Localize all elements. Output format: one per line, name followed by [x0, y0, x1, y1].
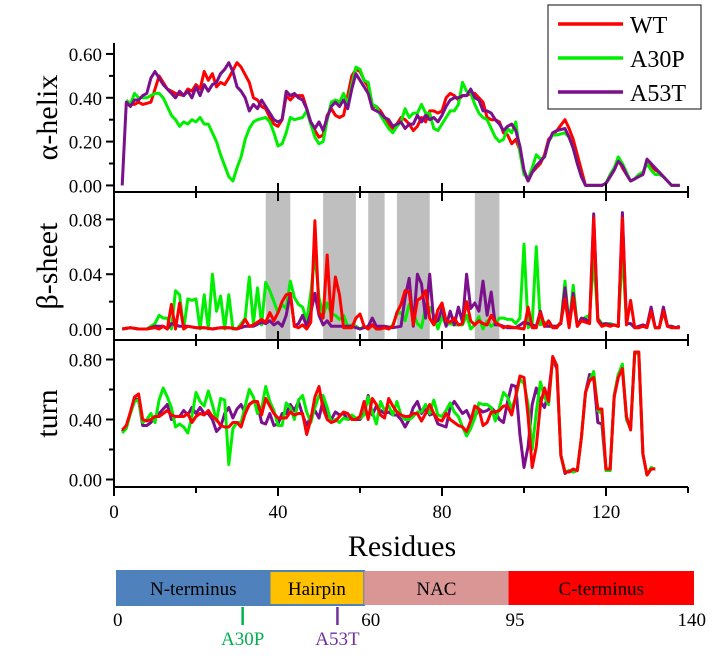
domain-segment-nac — [364, 571, 509, 605]
x-tick-label: 0 — [109, 502, 119, 523]
domain-label: NAC — [416, 579, 456, 600]
domain-tick-label: 60 — [361, 610, 380, 631]
y-tick-label: 0.08 — [69, 210, 102, 231]
mutation-label-a53t: A53T — [315, 629, 360, 650]
domain-label: Hairpin — [288, 579, 347, 600]
mutation-label-a30p: A30P — [221, 629, 264, 650]
legend-label-a30p: A30P — [630, 47, 685, 73]
domain-tick-label: 0 — [113, 610, 123, 631]
y-axis-title-sheet: β-sheet — [31, 222, 64, 310]
x-tick-label: 80 — [433, 502, 452, 523]
y-tick-label: 0.00 — [69, 471, 102, 492]
y-tick-label: 0.40 — [69, 411, 102, 432]
domain-bar: N-terminus Hairpin NAC C-terminus 0 60 95 140 A3… — [113, 570, 707, 650]
y-tick-label: 0.00 — [69, 176, 102, 197]
domain-tick-label: 95 — [506, 610, 525, 631]
legend-label-wt: WT — [630, 13, 668, 39]
y-tick-label: 0.80 — [69, 351, 102, 372]
y-tick-label: 0.60 — [69, 45, 102, 66]
series-line-wt — [121, 216, 680, 331]
x-tick-label: 120 — [592, 502, 621, 523]
series-line-wt — [121, 350, 656, 477]
shaded-region — [368, 192, 385, 340]
y-axis-title-turn: turn — [31, 389, 64, 437]
domain-segment-c-terminus — [508, 571, 694, 605]
x-axis-title: Residues — [348, 530, 456, 563]
domain-label: N-terminus — [150, 579, 237, 600]
y-tick-label: 0.00 — [69, 320, 102, 341]
panel-sheet: 0.00 0.04 0.08β-sheet — [31, 191, 689, 341]
x-axis: 0 40 80 120 — [109, 487, 689, 523]
y-tick-label: 0.04 — [69, 265, 103, 286]
domain-tick-label: 140 — [678, 610, 707, 631]
legend-label-a53t: A53T — [630, 81, 686, 107]
legend: WT A30P A53T — [547, 4, 702, 110]
domain-label: C-terminus — [559, 579, 645, 600]
y-axis-title-helix: α-helix — [31, 75, 64, 161]
series-line-a53t — [120, 61, 680, 187]
y-tick-label: 0.20 — [69, 133, 102, 154]
y-tick-label: 0.40 — [69, 89, 102, 110]
x-tick-label: 40 — [269, 502, 288, 523]
